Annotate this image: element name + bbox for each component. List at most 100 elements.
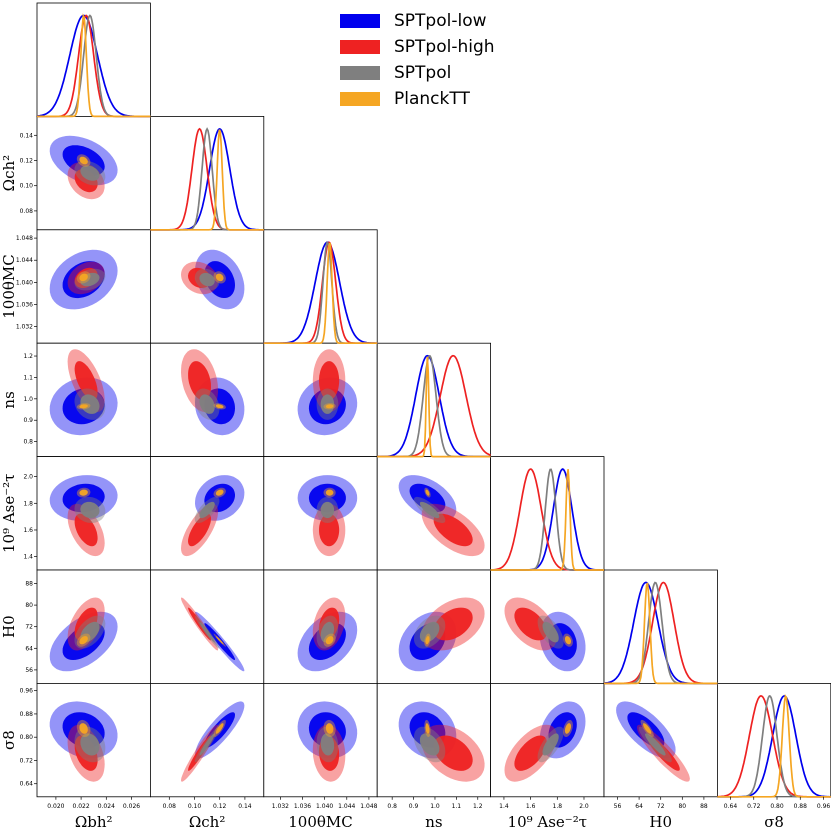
x-axis-label-As: 10⁹ Ase⁻²τ (508, 813, 588, 831)
x-tick-label-theta-1.040: 1.040 (316, 803, 333, 810)
y-tick-label-ns-0.9: 0.9 (23, 417, 33, 424)
x-tick-label-sigma8-0.96: 0.96 (817, 803, 831, 810)
legend-swatch-sptpol (340, 66, 380, 80)
contour-sptpol-high-omch2-ns-68 (188, 361, 211, 401)
contour-plancktt-omch2-As-68 (215, 489, 224, 496)
y-tick-label-H0-80: 80 (25, 602, 33, 609)
contour-sptpol-low-theta-As-68 (308, 483, 346, 513)
legend-item-sptpol-low: SPTpol-low (340, 8, 495, 34)
contour-plancktt-ns-H0-68 (425, 636, 430, 645)
x-tick-label-H0-64: 64 (635, 803, 643, 810)
x-tick-label-theta-1.036: 1.036 (294, 803, 311, 810)
contour-plancktt-ombh2-H0-68 (79, 636, 88, 645)
y-tick-label-sigma8-0.80: 0.80 (20, 734, 34, 741)
y-tick-label-As-2.0: 2.0 (23, 474, 33, 481)
y-tick-label-H0-88: 88 (25, 581, 33, 588)
y-tick-label-omch2-0.08: 0.08 (20, 208, 34, 215)
contour-sptpol-omch2-As-68 (199, 501, 215, 519)
y-tick-label-omch2-0.14: 0.14 (20, 132, 34, 139)
y-tick-label-theta-1.036: 1.036 (16, 301, 33, 308)
x-tick-label-As-1.4: 1.4 (499, 803, 509, 810)
y-tick-label-sigma8-0.72: 0.72 (20, 757, 34, 764)
y-tick-label-As-1.4: 1.4 (23, 554, 33, 561)
y-axis-label-H0: H0 (0, 615, 18, 638)
contour-plancktt-ombh2-sigma8-68 (79, 723, 88, 734)
contour-sptpol-theta-As-68 (320, 501, 335, 519)
contour-sptpol-ombh2-sigma8-68 (80, 733, 100, 756)
contour-plancktt-ombh2-theta-68 (79, 273, 88, 282)
x-axis-label-H0: H0 (649, 813, 672, 831)
legend-swatch-sptpol-high (340, 40, 380, 54)
y-axis-label-ns: ns (0, 391, 18, 408)
y-tick-label-theta-1.044: 1.044 (16, 257, 33, 264)
contour-plancktt-theta-As-68 (325, 489, 334, 496)
y-tick-label-ns-1.1: 1.1 (23, 374, 33, 381)
legend-label-sptpol-high: SPTpol-high (394, 37, 495, 57)
x-tick-label-As-2.0: 2.0 (579, 803, 589, 810)
y-tick-label-omch2-0.12: 0.12 (20, 158, 34, 165)
contour-sptpol-high-As-H0-68 (514, 607, 547, 641)
x-axis-label-theta: 100θMC (288, 813, 353, 831)
contour-plancktt-As-H0-68 (564, 636, 571, 645)
contour-sptpol-ombh2-As-68 (80, 501, 100, 519)
x-tick-label-theta-1.044: 1.044 (338, 803, 355, 810)
contour-plancktt-omch2-H0-68 (215, 636, 224, 645)
x-tick-label-sigma8-0.88: 0.88 (794, 803, 808, 810)
x-tick-label-ombh2-0.022: 0.022 (73, 803, 90, 810)
contour-sptpol-ns-sigma8-68 (419, 733, 440, 756)
x-axis-label-ns: ns (425, 813, 442, 831)
contour-sptpol-high-theta-ns-68 (319, 361, 340, 401)
legend-label-sptpol-low: SPTpol-low (394, 11, 487, 31)
contour-plancktt-H0-sigma8-68 (643, 723, 652, 734)
contour-plancktt-ombh2-As-68 (79, 489, 88, 496)
marginal-plancktt-As (490, 469, 604, 571)
y-tick-label-ns-1.0: 1.0 (23, 396, 33, 403)
contour-sptpol-As-H0-68 (542, 621, 559, 643)
x-tick-label-omch2-0.14: 0.14 (238, 803, 252, 810)
contour-sptpol-omch2-theta-68 (199, 272, 215, 287)
x-tick-label-ombh2-0.026: 0.026 (123, 803, 140, 810)
x-tick-label-sigma8-0.64: 0.64 (724, 803, 738, 810)
contour-sptpol-ombh2-ns-68 (80, 394, 100, 414)
panel-ns-ns (376, 342, 492, 458)
y-tick-label-omch2-0.10: 0.10 (20, 183, 34, 190)
contour-sptpol-ns-As-68 (419, 501, 440, 519)
contour-plancktt-ns-sigma8-68 (425, 723, 430, 734)
y-tick-label-H0-56: 56 (25, 667, 33, 674)
y-tick-label-ns-0.8: 0.8 (23, 439, 33, 446)
contour-sptpol-high-ombh2-As-68 (74, 513, 98, 547)
contour-sptpol-high-ns-sigma8-68 (433, 735, 473, 771)
contour-sptpol-low-ns-As-68 (409, 483, 446, 513)
legend-swatch-plancktt (340, 92, 380, 106)
contour-plancktt-ombh2-omch2-68 (79, 156, 88, 165)
y-tick-label-theta-1.040: 1.040 (16, 279, 33, 286)
x-tick-label-As-1.6: 1.6 (526, 803, 536, 810)
contour-plancktt-theta-H0-68 (325, 636, 334, 645)
x-tick-label-sigma8-0.72: 0.72 (747, 803, 761, 810)
x-tick-label-ombh2-0.024: 0.024 (98, 803, 115, 810)
x-tick-label-ns-1.1: 1.1 (452, 803, 462, 810)
contour-plancktt-As-sigma8-68 (564, 723, 571, 734)
x-tick-label-ombh2-0.020: 0.020 (47, 803, 64, 810)
contour-sptpol-high-theta-As-68 (319, 513, 340, 547)
legend-item-sptpol: SPTpol (340, 60, 495, 86)
panel-theta-theta (263, 229, 378, 344)
y-tick-label-theta-1.048: 1.048 (16, 235, 33, 242)
contour-plancktt-omch2-ns-68 (215, 404, 224, 409)
x-tick-label-H0-56: 56 (614, 803, 622, 810)
y-tick-label-theta-1.032: 1.032 (16, 324, 33, 331)
contour-sptpol-omch2-sigma8-68 (199, 733, 215, 756)
contour-plancktt-theta-sigma8-68 (325, 723, 334, 734)
contour-sptpol-high-omch2-H0-68 (188, 607, 211, 641)
legend-label-plancktt: PlanckTT (394, 89, 470, 109)
x-tick-label-H0-80: 80 (678, 803, 686, 810)
contour-sptpol-H0-sigma8-68 (645, 733, 666, 756)
y-tick-label-As-1.8: 1.8 (23, 500, 33, 507)
x-tick-label-omch2-0.10: 0.10 (188, 803, 202, 810)
x-tick-label-omch2-0.08: 0.08 (163, 803, 177, 810)
y-axis-label-As: 10⁹ Ase⁻²τ (0, 474, 18, 554)
x-axis-label-sigma8: σ8 (764, 813, 784, 831)
contour-plancktt-omch2-sigma8-68 (215, 723, 224, 734)
contour-sptpol-low-omch2-H0-68 (204, 623, 235, 660)
